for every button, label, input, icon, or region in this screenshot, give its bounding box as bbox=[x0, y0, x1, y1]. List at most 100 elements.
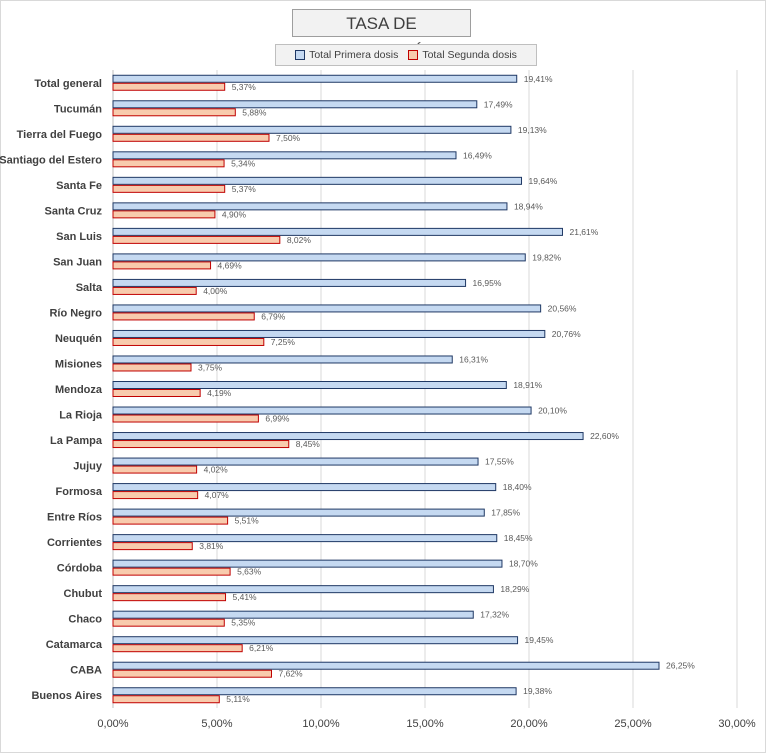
data-label-primera: 26,25% bbox=[666, 661, 695, 671]
bar-segunda-dosis bbox=[112, 516, 229, 525]
category-label: La Rioja bbox=[59, 410, 103, 422]
data-label-segunda: 4,90% bbox=[222, 209, 247, 219]
bar-primera-dosis bbox=[112, 329, 546, 338]
category-label: Córdoba bbox=[57, 563, 103, 575]
data-label-primera: 21,61% bbox=[569, 227, 598, 237]
category-label: Total general bbox=[34, 78, 102, 90]
bar-segunda-dosis bbox=[112, 133, 270, 142]
data-label-primera: 17,32% bbox=[480, 610, 509, 620]
bar-segunda-dosis bbox=[112, 159, 225, 168]
category-label: San Juan bbox=[53, 256, 102, 268]
data-label-primera: 19,45% bbox=[525, 635, 554, 645]
category-label: Mendoza bbox=[55, 384, 103, 396]
bar-primera-dosis bbox=[112, 227, 563, 236]
data-label-segunda: 7,25% bbox=[271, 337, 296, 347]
legend-item-segunda: Total Segunda dosis bbox=[408, 49, 517, 61]
bar-primera-dosis bbox=[112, 406, 532, 415]
legend-label-segunda: Total Segunda dosis bbox=[422, 49, 517, 61]
data-label-primera: 18,29% bbox=[500, 584, 529, 594]
data-label-primera: 16,31% bbox=[459, 354, 488, 364]
data-label-primera: 22,60% bbox=[590, 431, 619, 441]
data-label-primera: 17,49% bbox=[484, 99, 513, 109]
bar-primera-dosis bbox=[112, 176, 523, 185]
bar-primera-dosis bbox=[112, 74, 518, 83]
data-label-segunda: 4,00% bbox=[203, 286, 228, 296]
bar-segunda-dosis bbox=[112, 108, 236, 117]
bar-segunda-dosis bbox=[112, 618, 225, 627]
category-label: Chaco bbox=[68, 614, 102, 626]
category-label: Formosa bbox=[56, 486, 103, 498]
bar-segunda-dosis bbox=[112, 542, 193, 551]
data-label-primera: 16,49% bbox=[463, 150, 492, 160]
bar-primera-dosis bbox=[112, 483, 497, 492]
data-label-primera: 20,10% bbox=[538, 406, 567, 416]
data-label-segunda: 7,50% bbox=[276, 133, 301, 143]
category-label: Catamarca bbox=[46, 639, 103, 651]
category-label: Entre Ríos bbox=[47, 512, 102, 524]
category-label: Santiago del Estero bbox=[0, 154, 102, 166]
bar-segunda-dosis bbox=[112, 695, 220, 704]
bar-primera-dosis bbox=[112, 355, 453, 364]
data-label-segunda: 5,88% bbox=[242, 107, 267, 117]
data-label-segunda: 5,34% bbox=[231, 158, 256, 168]
bar-segunda-dosis bbox=[112, 337, 265, 346]
bar-segunda-dosis bbox=[112, 389, 201, 397]
bar-segunda-dosis bbox=[112, 363, 192, 372]
x-tick-label: 0,00% bbox=[97, 718, 128, 730]
data-label-segunda: 8,02% bbox=[287, 235, 312, 245]
x-tick-label: 25,00% bbox=[614, 718, 652, 730]
bar-primera-dosis bbox=[112, 432, 584, 441]
bar-primera-dosis bbox=[112, 278, 467, 287]
bar-primera-dosis bbox=[112, 559, 503, 568]
data-label-primera: 18,70% bbox=[509, 559, 538, 569]
x-tick-label: 5,00% bbox=[201, 718, 232, 730]
data-label-primera: 18,91% bbox=[513, 380, 542, 390]
bar-segunda-dosis bbox=[112, 210, 216, 219]
bar-segunda-dosis bbox=[112, 669, 272, 678]
category-label: Tierra del Fuego bbox=[17, 129, 103, 141]
category-label: San Luis bbox=[56, 231, 102, 243]
category-label: La Pampa bbox=[50, 435, 103, 447]
category-label: Salta bbox=[76, 282, 103, 294]
category-label: Corrientes bbox=[47, 537, 102, 549]
x-tick-label: 15,00% bbox=[406, 718, 444, 730]
bar-primera-dosis bbox=[112, 534, 498, 543]
bar-primera-dosis bbox=[112, 610, 474, 619]
data-label-segunda: 5,51% bbox=[235, 516, 260, 526]
legend-swatch-segunda bbox=[408, 50, 419, 60]
bar-segunda-dosis bbox=[112, 312, 255, 321]
data-label-segunda: 5,11% bbox=[226, 694, 250, 704]
bar-primera-dosis bbox=[112, 636, 519, 645]
data-label-segunda: 5,41% bbox=[233, 592, 258, 602]
bar-segunda-dosis bbox=[112, 440, 290, 449]
category-label: Neuquén bbox=[55, 333, 102, 345]
data-label-segunda: 7,62% bbox=[278, 669, 303, 679]
category-label: Buenos Aires bbox=[31, 690, 102, 702]
bar-primera-dosis bbox=[112, 508, 485, 517]
bar-segunda-dosis bbox=[112, 567, 231, 576]
data-label-primera: 20,56% bbox=[548, 303, 577, 313]
x-tick-label: 30,00% bbox=[718, 718, 756, 730]
bar-segunda-dosis bbox=[112, 491, 199, 500]
bar-primera-dosis bbox=[112, 151, 457, 160]
category-label: Tucumán bbox=[54, 103, 102, 115]
data-label-segunda: 4,69% bbox=[218, 260, 243, 270]
bar-segunda-dosis bbox=[112, 593, 227, 602]
legend: Total Primera dosis Total Segunda dosis bbox=[275, 44, 537, 66]
data-label-segunda: 3,81% bbox=[199, 541, 224, 551]
bar-primera-dosis bbox=[112, 202, 508, 211]
data-label-primera: 17,55% bbox=[485, 457, 514, 467]
data-label-segunda: 6,21% bbox=[249, 643, 274, 653]
data-label-primera: 16,95% bbox=[473, 278, 502, 288]
data-label-primera: 20,76% bbox=[552, 329, 581, 339]
data-label-primera: 19,13% bbox=[518, 125, 547, 135]
data-label-primera: 18,45% bbox=[504, 533, 533, 543]
bar-primera-dosis bbox=[112, 661, 660, 670]
legend-swatch-primera bbox=[295, 50, 306, 60]
data-label-segunda: 4,07% bbox=[205, 490, 230, 500]
data-label-segunda: 6,99% bbox=[265, 414, 290, 424]
category-label: CABA bbox=[70, 665, 102, 677]
bar-segunda-dosis bbox=[112, 414, 259, 423]
data-label-primera: 17,85% bbox=[491, 508, 520, 518]
data-label-segunda: 4,02% bbox=[204, 465, 229, 475]
